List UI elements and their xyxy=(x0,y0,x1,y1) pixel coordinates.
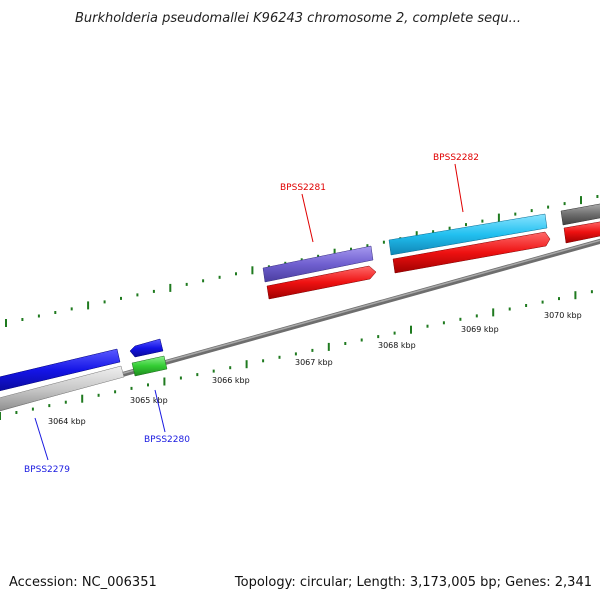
feature-bpss2282-red[interactable] xyxy=(392,231,551,274)
feature-bpss2280-upper[interactable] xyxy=(129,338,164,358)
lower-ruler-ticks xyxy=(0,290,593,420)
feature-bpss2281-red[interactable] xyxy=(266,265,377,300)
feature-dark-right[interactable] xyxy=(560,203,600,226)
feature-bpss2281-purple[interactable] xyxy=(262,245,374,283)
ruler-label-3068: 3068 kbp xyxy=(378,341,416,350)
ruler-label-3064: 3064 kbp xyxy=(48,417,86,426)
feature-green[interactable] xyxy=(131,355,168,377)
gene-label-bpss2281-group[interactable]: BPSS2281 xyxy=(280,183,326,243)
ruler-labels: 3064 kbp 3065 kbp 3066 kbp 3067 kbp 3068… xyxy=(48,311,582,426)
ruler-label-3065: 3065 kbp xyxy=(130,396,168,405)
gene-label-bpss2282-group[interactable]: BPSS2282 xyxy=(433,153,479,213)
ruler-label-3067: 3067 kbp xyxy=(295,358,333,367)
feature-bpss2279[interactable] xyxy=(0,348,121,392)
gene-label-bpss2279-group[interactable]: BPSS2279 xyxy=(24,417,70,475)
gene-label-bpss2279[interactable]: BPSS2279 xyxy=(24,465,70,475)
ruler-label-3066: 3066 kbp xyxy=(212,376,250,385)
gene-label-bpss2282[interactable]: BPSS2282 xyxy=(433,153,479,163)
feature-gray-left[interactable] xyxy=(0,365,125,412)
gene-label-bpss2281[interactable]: BPSS2281 xyxy=(280,183,326,193)
feature-red-right[interactable] xyxy=(563,221,600,244)
map-title: Burkholderia pseudomallei K96243 chromos… xyxy=(75,11,521,26)
topology-stats-text: Topology: circular; Length: 3,173,005 bp… xyxy=(234,575,592,590)
accession-text: Accession: NC_006351 xyxy=(9,575,157,590)
ruler-label-3069: 3069 kbp xyxy=(461,325,499,334)
gene-label-bpss2280-group[interactable]: BPSS2280 xyxy=(144,389,190,445)
ruler-label-3070: 3070 kbp xyxy=(544,311,582,320)
gene-label-bpss2280[interactable]: BPSS2280 xyxy=(144,435,190,445)
feature-bpss2282-cyan[interactable] xyxy=(388,213,548,256)
